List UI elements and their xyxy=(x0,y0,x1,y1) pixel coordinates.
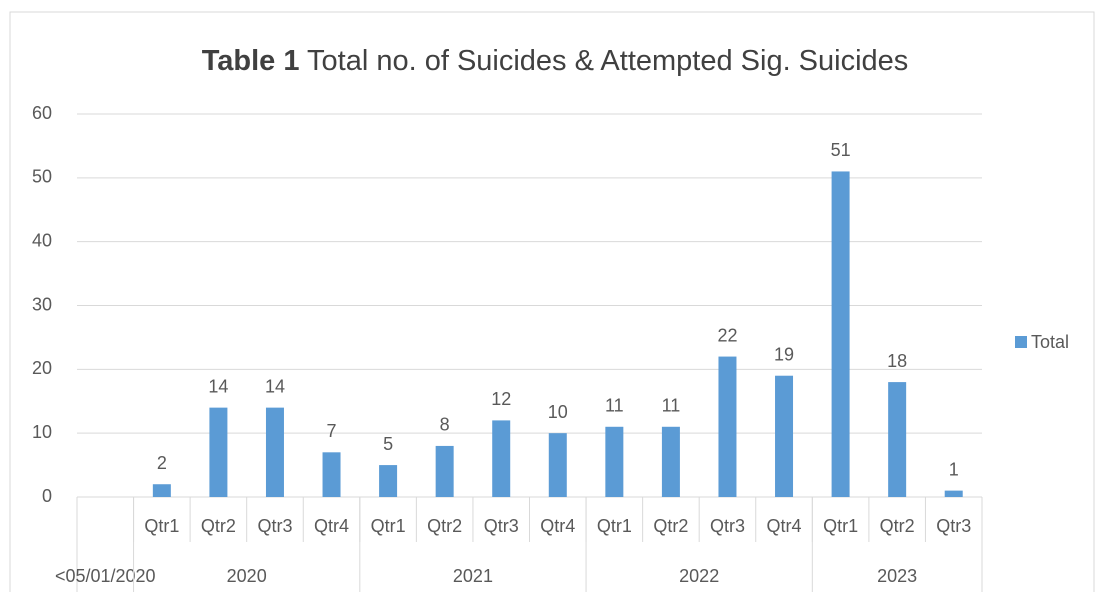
data-label: 19 xyxy=(774,344,794,364)
bar xyxy=(322,452,341,497)
y-tick-label: 30 xyxy=(32,294,52,314)
data-label: 51 xyxy=(831,140,851,160)
x-tick-label: Qtr3 xyxy=(484,516,519,536)
data-label: 8 xyxy=(440,415,450,435)
y-tick-label: 20 xyxy=(32,358,52,378)
bar xyxy=(831,171,850,497)
x-tick-label: Qtr3 xyxy=(936,516,971,536)
y-tick-label: 0 xyxy=(42,486,52,506)
x-tick-label: Qtr2 xyxy=(201,516,236,536)
title-text: Total no. of Suicides & Attempted Sig. S… xyxy=(307,45,908,77)
bar xyxy=(605,426,624,497)
data-label: 22 xyxy=(717,325,737,345)
data-label: 14 xyxy=(208,376,228,396)
data-label: 11 xyxy=(605,396,624,416)
data-label: 18 xyxy=(887,351,907,371)
data-label: 14 xyxy=(265,376,285,396)
chart-title: Table 1 Total no. of Suicides & Attempte… xyxy=(202,45,909,77)
bar xyxy=(152,484,171,497)
group-label: 2022 xyxy=(679,566,719,586)
bar xyxy=(775,375,794,497)
data-label: 7 xyxy=(327,421,337,441)
bar xyxy=(265,407,284,497)
x-tick-label: Qtr1 xyxy=(144,516,179,536)
group-label: 2021 xyxy=(453,566,493,586)
chart-frame xyxy=(9,11,1095,592)
bar xyxy=(492,420,511,497)
title-bold: Table 1 xyxy=(202,45,300,77)
data-label: 5 xyxy=(383,434,393,454)
x-tick-label: Qtr1 xyxy=(371,516,406,536)
bar xyxy=(718,356,737,497)
x-tick-label: Qtr4 xyxy=(767,516,802,536)
bar xyxy=(661,426,680,497)
data-label: 2 xyxy=(157,453,167,473)
x-tick-label: Qtr1 xyxy=(823,516,858,536)
legend-swatch xyxy=(1015,336,1027,348)
y-tick-label: 50 xyxy=(32,167,52,187)
bar xyxy=(548,433,567,497)
x-tick-label: Qtr4 xyxy=(540,516,575,536)
bar xyxy=(888,382,907,497)
y-tick-label: 60 xyxy=(32,103,52,123)
bar xyxy=(379,465,398,497)
data-label: 10 xyxy=(548,402,568,422)
data-label: 12 xyxy=(491,389,511,409)
bar xyxy=(944,490,963,497)
bar xyxy=(435,445,454,497)
x-tick-label: Qtr1 xyxy=(597,516,632,536)
group-label: 2023 xyxy=(877,566,917,586)
x-tick-label: Qtr2 xyxy=(880,516,915,536)
data-label: 1 xyxy=(949,459,959,479)
x-tick-label: Qtr3 xyxy=(710,516,745,536)
bar xyxy=(209,407,228,497)
y-tick-label: 10 xyxy=(32,422,52,442)
x-tick-label: Qtr3 xyxy=(257,516,292,536)
group-label: 2020 xyxy=(227,566,267,586)
x-tick-label: Qtr2 xyxy=(653,516,688,536)
y-tick-label: 40 xyxy=(32,230,52,250)
legend-label: Total xyxy=(1031,332,1069,352)
x-tick-label: Qtr4 xyxy=(314,516,349,536)
x-tick-label: Qtr2 xyxy=(427,516,462,536)
group-label: <05/01/2020 xyxy=(55,566,156,586)
data-label: 11 xyxy=(662,396,681,416)
